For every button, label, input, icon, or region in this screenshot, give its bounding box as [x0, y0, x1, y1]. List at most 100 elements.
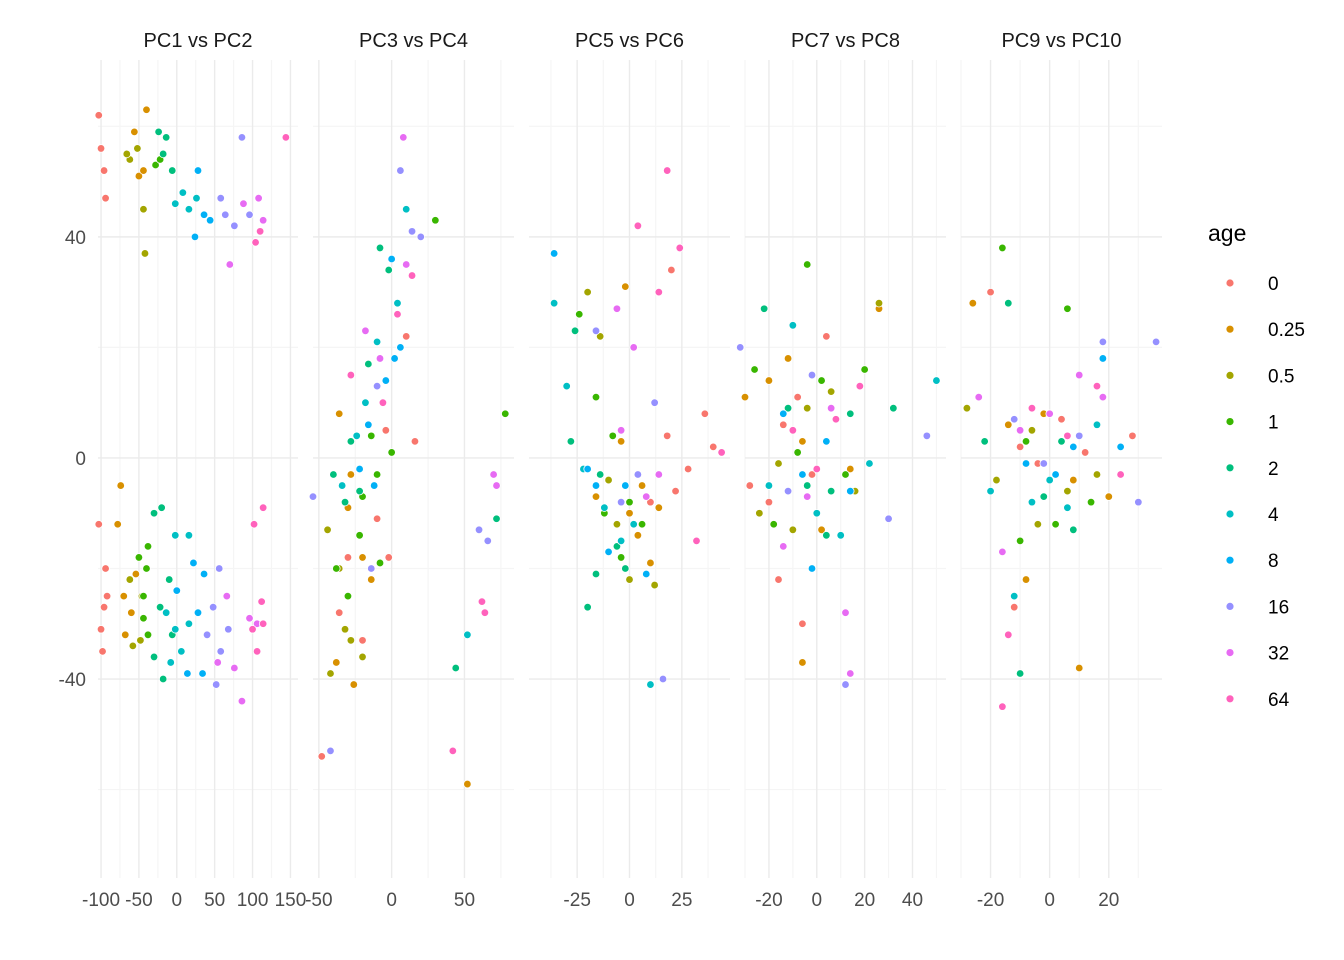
data-point	[793, 448, 802, 457]
data-point	[157, 503, 166, 512]
series-age-32	[779, 404, 855, 678]
data-point	[94, 111, 103, 120]
data-point	[783, 354, 793, 363]
series-age-2	[759, 304, 898, 540]
data-point	[1092, 381, 1102, 391]
data-point	[855, 381, 865, 391]
series-age-4	[549, 298, 655, 689]
data-point	[807, 370, 817, 380]
data-point	[199, 569, 209, 579]
data-point	[255, 227, 265, 236]
data-point	[190, 232, 200, 242]
legend-label: 8	[1268, 551, 1279, 572]
data-point	[184, 531, 194, 540]
data-point	[178, 188, 188, 197]
data-point	[384, 265, 393, 275]
series-age-0.5	[755, 298, 884, 534]
legend-key	[1225, 278, 1235, 288]
data-point	[817, 525, 826, 534]
data-point	[1063, 431, 1072, 441]
series-age-16	[591, 326, 668, 684]
data-point	[774, 459, 783, 468]
series-age-2	[980, 298, 1078, 678]
data-point	[258, 619, 268, 628]
data-point	[654, 470, 664, 479]
data-point	[650, 580, 659, 590]
data-point	[155, 602, 165, 612]
data-point	[483, 536, 492, 546]
data-point	[846, 464, 855, 474]
data-point	[372, 514, 382, 523]
data-point	[980, 437, 989, 446]
data-point	[642, 492, 651, 501]
y-tick-label: -40	[59, 670, 86, 691]
series-age-0.5	[962, 404, 1102, 529]
data-point	[116, 481, 125, 490]
data-point	[463, 630, 472, 640]
data-point	[165, 575, 174, 584]
data-point	[817, 376, 826, 385]
data-point	[346, 636, 356, 645]
data-point	[340, 497, 350, 507]
data-point	[213, 658, 222, 667]
x-tick-label: -20	[755, 890, 782, 911]
data-point	[788, 426, 798, 435]
data-point	[654, 287, 664, 297]
data-point	[199, 210, 209, 219]
data-point	[860, 365, 869, 374]
data-point	[1063, 486, 1072, 496]
data-point	[143, 630, 153, 640]
data-point	[101, 193, 110, 203]
panel-4: -20 0 20 40 PC7 vs PC8	[736, 30, 946, 911]
data-point	[1057, 415, 1066, 424]
data-point	[158, 674, 168, 684]
series-age-2	[566, 326, 630, 612]
data-point	[332, 658, 341, 667]
data-point	[646, 497, 655, 507]
data-point	[193, 608, 203, 617]
data-point	[591, 392, 601, 402]
data-point	[764, 376, 774, 385]
data-point	[793, 392, 802, 402]
x-tick-label: -20	[977, 890, 1004, 911]
data-point	[308, 492, 318, 501]
data-point	[1045, 409, 1054, 418]
data-point	[346, 370, 356, 380]
data-point	[616, 536, 626, 546]
series-age-32	[213, 193, 268, 706]
data-point	[168, 166, 177, 175]
data-point	[136, 636, 145, 645]
legend-label: 0.25	[1268, 320, 1305, 341]
series-age-0.5	[583, 287, 659, 590]
data-point	[595, 470, 605, 479]
data-point	[121, 630, 130, 640]
x-tick-label: 20	[854, 890, 875, 911]
legend-key	[1225, 417, 1235, 427]
data-point	[788, 321, 798, 330]
data-point	[831, 415, 841, 424]
series-age-64	[346, 271, 490, 756]
data-point	[633, 221, 643, 231]
data-point	[372, 381, 382, 391]
legend-label: 0.5	[1268, 366, 1294, 387]
legend-entry: 16	[1225, 597, 1289, 618]
data-point	[803, 492, 812, 501]
series-age-8	[549, 249, 651, 579]
series-age-64	[788, 381, 865, 474]
data-point	[846, 486, 855, 496]
data-point	[1075, 431, 1084, 441]
data-point	[616, 437, 626, 446]
data-point	[393, 310, 402, 319]
data-point	[836, 531, 845, 540]
panel-2: -50 0 50 PC3 vs PC4	[305, 30, 514, 911]
data-point	[393, 298, 402, 308]
data-point	[922, 431, 932, 441]
data-point	[774, 575, 783, 584]
data-point	[364, 420, 373, 429]
series-age-0	[986, 287, 1137, 612]
data-point	[239, 199, 248, 208]
data-point	[216, 193, 225, 203]
data-point	[139, 591, 148, 601]
data-point	[807, 470, 817, 479]
